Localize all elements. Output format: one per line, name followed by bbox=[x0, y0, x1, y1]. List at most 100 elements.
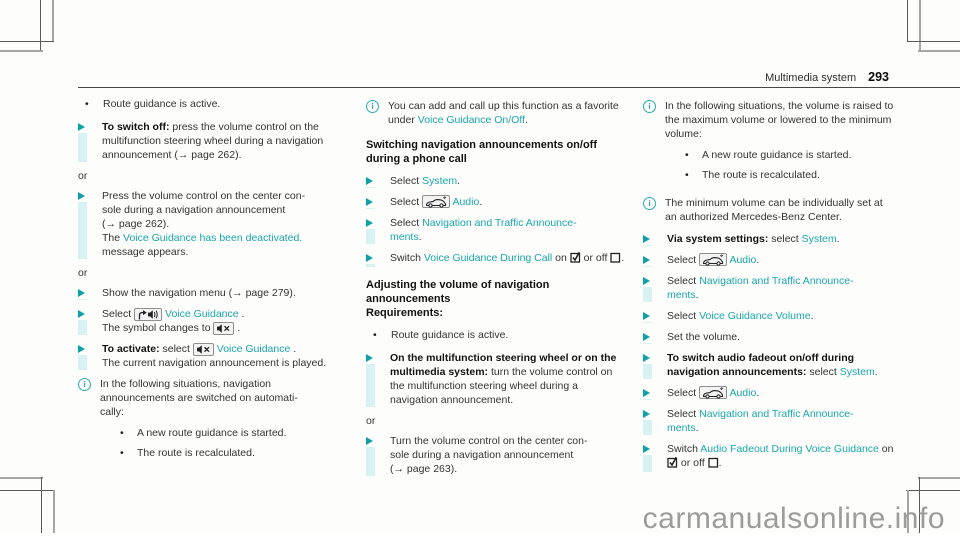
info-note-marker bbox=[643, 196, 665, 224]
manual-link[interactable]: Voice Guidance bbox=[216, 343, 291, 355]
manual-link[interactable]: Audio bbox=[729, 254, 757, 266]
watermark-link[interactable]: carmanualsonline.info bbox=[642, 502, 945, 535]
instruction-marker bbox=[366, 195, 390, 209]
body-text: Press the volume control on the center c… bbox=[102, 190, 306, 244]
info-icon bbox=[643, 197, 656, 210]
body-text: select bbox=[768, 233, 802, 245]
manual-link[interactable]: Navigation and Traffic Announce- ments bbox=[667, 408, 854, 434]
body-text: Select bbox=[667, 387, 700, 399]
manual-link[interactable]: Voice Guidance During Call bbox=[423, 252, 553, 264]
instruction-text: Via system settings: select System. bbox=[667, 232, 897, 246]
instruction-marker bbox=[643, 330, 667, 344]
manual-link[interactable]: Voice Guidance On/Off bbox=[417, 114, 525, 126]
body-text: Select bbox=[390, 196, 423, 208]
instruction-text: Set the volume. bbox=[667, 330, 897, 344]
instruction-text: Switch Voice Guidance During Call on or … bbox=[390, 251, 625, 267]
body-text: . bbox=[836, 233, 840, 245]
body-text: . bbox=[756, 254, 760, 266]
manual-link[interactable]: Audio bbox=[729, 387, 757, 399]
highlight-bar bbox=[643, 265, 652, 267]
instruction-text: Switch Audio Fadeout During Voice Guidan… bbox=[667, 442, 897, 472]
arrow-icon bbox=[78, 191, 85, 200]
manual-link[interactable]: Navigation and Traffic Announce- ments bbox=[667, 275, 854, 301]
highlight-bar bbox=[643, 321, 652, 323]
instruction-marker bbox=[643, 309, 667, 323]
body-text: . bbox=[238, 308, 245, 320]
manual-link[interactable]: Navigation and Traffic Announce- ments bbox=[390, 217, 577, 243]
or-separator: or bbox=[366, 414, 625, 428]
body-text: . bbox=[756, 387, 760, 399]
car-audio-icon bbox=[699, 253, 728, 266]
body-text: Select bbox=[390, 175, 423, 187]
body-text: . bbox=[418, 231, 422, 243]
emphasis-text: To switch off: bbox=[102, 121, 170, 133]
manual-link[interactable]: Voice Guidance Volume bbox=[699, 310, 811, 322]
highlight-bar bbox=[78, 201, 87, 259]
info-note-marker bbox=[366, 99, 388, 127]
instruction-text: To switch audio fadeout on/off during na… bbox=[667, 351, 897, 379]
arrow-icon bbox=[643, 388, 650, 397]
instruction-text: Select Audio. bbox=[390, 195, 625, 209]
instruction-item: Show the navigation menu (→ page 279). bbox=[78, 286, 335, 300]
section-heading: Switching navigation announcements on/of… bbox=[366, 138, 625, 166]
manual-link[interactable]: Audio bbox=[452, 196, 480, 208]
manual-link[interactable]: Voice Guidance has been deactivated. bbox=[123, 232, 303, 244]
arrow-icon bbox=[643, 444, 650, 453]
crop-mark-line bbox=[0, 41, 54, 43]
checkbox-checked-icon bbox=[667, 456, 678, 472]
manual-link[interactable]: System bbox=[839, 366, 875, 378]
manual-link[interactable]: System bbox=[422, 175, 458, 187]
crop-mark-line bbox=[907, 0, 909, 41]
info-note-text: In the following situations, the volume … bbox=[665, 99, 897, 188]
instruction-marker bbox=[643, 407, 667, 435]
info-icon bbox=[78, 378, 91, 391]
sub-bullet-item: A new route guidance is started. bbox=[685, 148, 897, 162]
crop-mark-line bbox=[0, 490, 54, 492]
body-text: The route is recalculated. bbox=[137, 447, 255, 459]
instruction-marker bbox=[643, 442, 667, 472]
column-3: In the following situations, the volume … bbox=[643, 97, 897, 479]
info-icon bbox=[366, 100, 379, 113]
crop-mark-line bbox=[907, 41, 960, 43]
manual-link[interactable]: Audio Fadeout During Voice Guidance bbox=[700, 443, 879, 455]
instruction-marker bbox=[78, 307, 102, 335]
body-text: Set the volume. bbox=[667, 331, 740, 343]
crop-mark-line bbox=[919, 0, 921, 51]
instruction-marker bbox=[643, 253, 667, 267]
instruction-item: Select Audio. bbox=[643, 386, 897, 400]
instruction-text: Select System. bbox=[390, 174, 625, 188]
manual-link[interactable]: Voice Guidance bbox=[165, 308, 239, 320]
arrow-icon bbox=[643, 276, 650, 285]
voice-guidance-off-icon bbox=[192, 342, 214, 356]
highlight-bar bbox=[78, 298, 87, 300]
instruction-item: Select Navigation and Traffic Announce- … bbox=[366, 216, 625, 244]
instruction-item: Turn the volume control on the center co… bbox=[366, 434, 625, 476]
body-text: Turn the volume control on the center co… bbox=[390, 435, 588, 475]
instruction-marker bbox=[78, 189, 102, 259]
arrow-icon bbox=[366, 436, 373, 445]
manual-link[interactable]: System bbox=[801, 233, 837, 245]
instruction-text: Show the navigation menu (→ page 279). bbox=[102, 286, 335, 300]
instruction-marker bbox=[366, 434, 390, 476]
highlight-bar bbox=[366, 186, 375, 188]
body-text: . bbox=[718, 457, 722, 469]
highlight-bar bbox=[643, 398, 652, 400]
body-text: . bbox=[457, 175, 461, 187]
or-separator: or bbox=[78, 169, 335, 183]
highlight-bar bbox=[366, 263, 375, 267]
body-text: press the volume control on the multifun… bbox=[102, 121, 324, 161]
instruction-text: Select Navigation and Traffic Announce- … bbox=[667, 274, 897, 302]
instruction-marker bbox=[78, 120, 102, 162]
instruction-item: To switch audio fadeout on/off during na… bbox=[643, 351, 897, 379]
instruction-item: Select Audio. bbox=[366, 195, 625, 209]
body-text: The minimum volume can be individually s… bbox=[665, 197, 883, 223]
instruction-text: Select Navigation and Traffic Announce- … bbox=[667, 407, 897, 435]
emphasis-text: Via system settings: bbox=[667, 233, 769, 245]
instruction-item: Select Voice Guidance Volume. bbox=[643, 309, 897, 323]
emphasis-text: To activate: bbox=[102, 343, 160, 355]
highlight-bar bbox=[366, 228, 375, 244]
arrow-icon bbox=[643, 353, 650, 362]
instruction-text: To switch off: press the volume control … bbox=[102, 120, 335, 162]
voice-guidance-off-icon bbox=[213, 321, 235, 335]
instruction-item: Switch Voice Guidance During Call on or … bbox=[366, 251, 625, 267]
